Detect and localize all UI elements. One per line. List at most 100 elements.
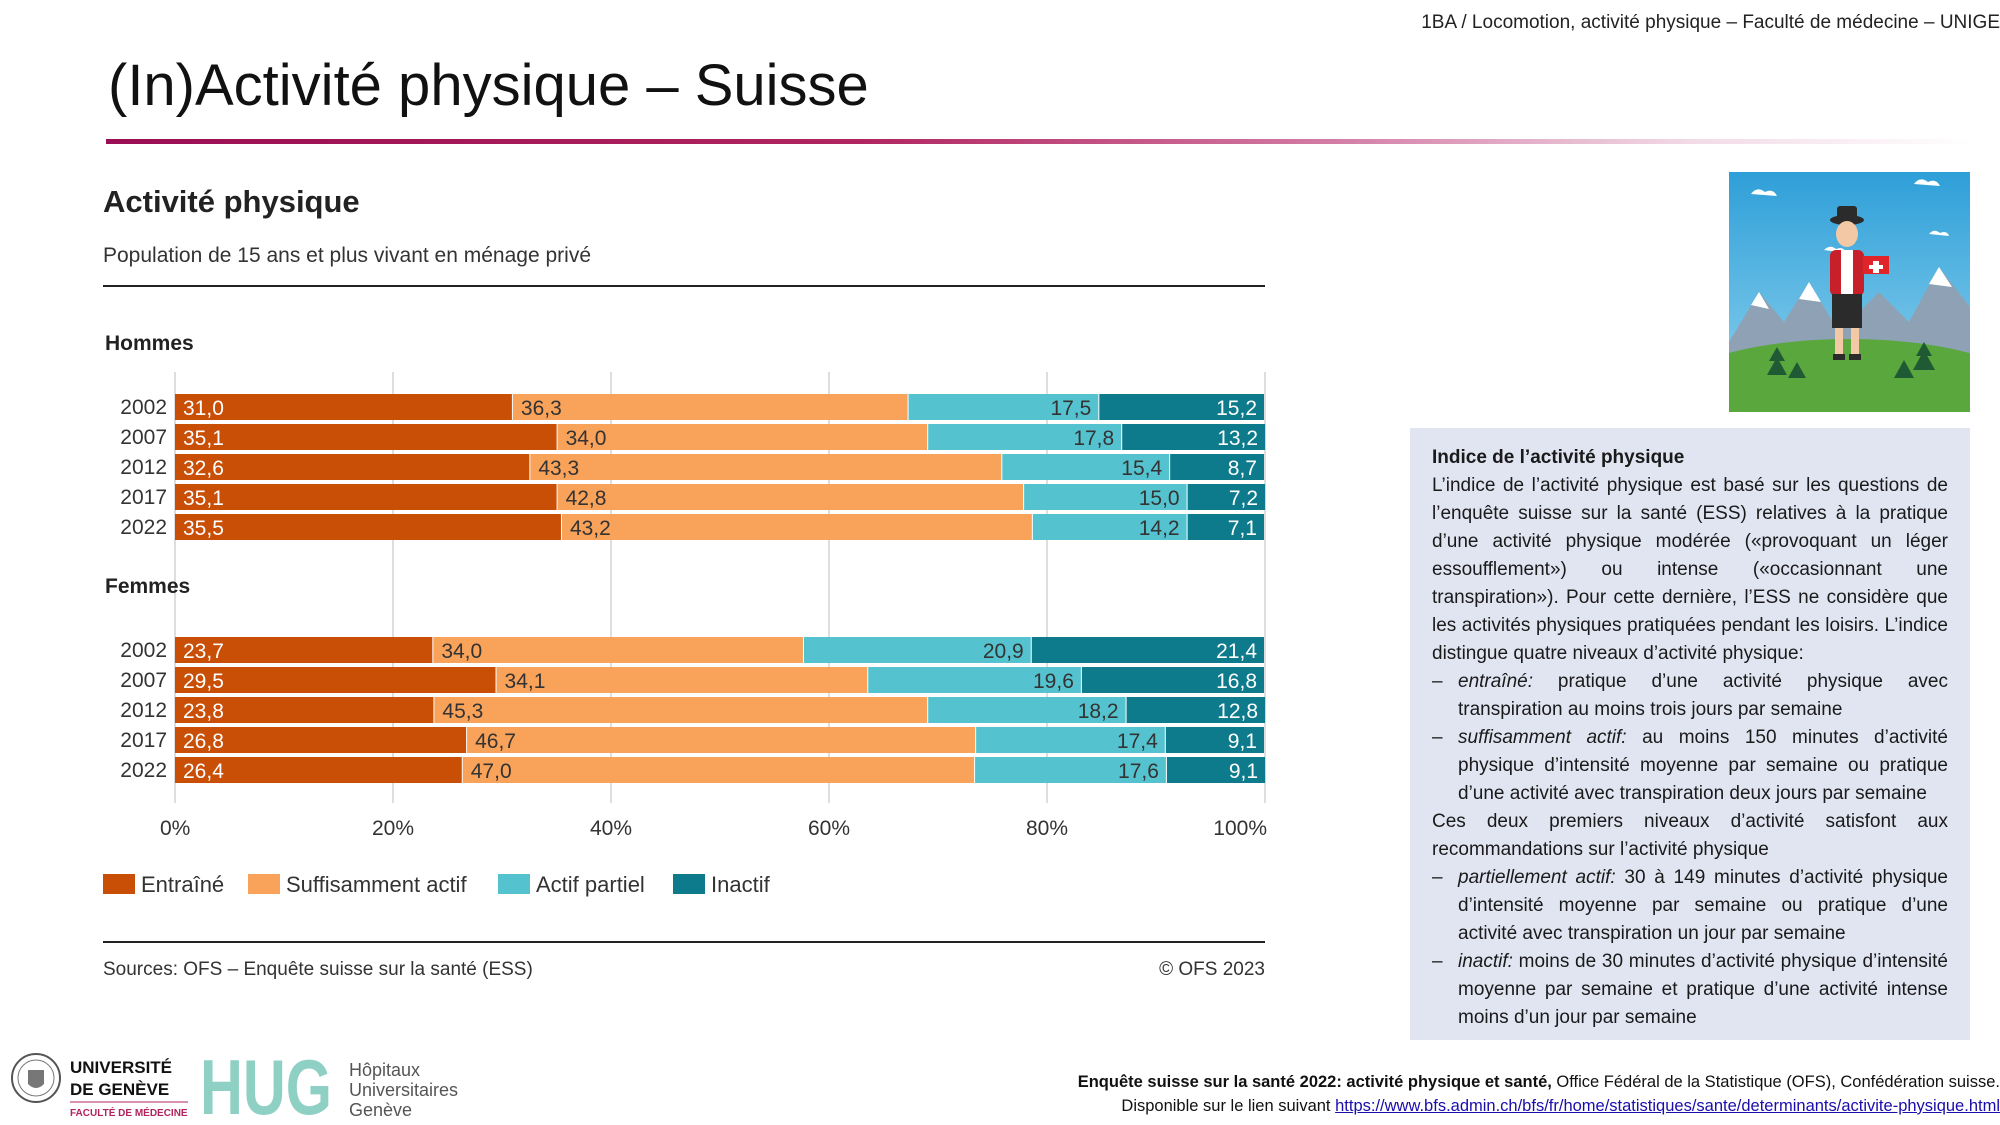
dash: – bbox=[1432, 951, 1443, 972]
info-box-middle: Ces deux premiers niveaux d’activité sat… bbox=[1432, 811, 1948, 860]
svg-text:HUG: HUG bbox=[200, 1054, 332, 1120]
svg-text:UNIVERSITÉ: UNIVERSITÉ bbox=[70, 1058, 172, 1077]
bar-segment bbox=[868, 667, 1081, 693]
bar-segment bbox=[175, 637, 433, 663]
bar-value-label: 26,4 bbox=[183, 760, 224, 783]
course-label: 1BA / Locomotion, activité physique – Fa… bbox=[1421, 12, 2000, 33]
year-label: 2012 bbox=[120, 699, 167, 722]
bar-value-label: 20,9 bbox=[983, 640, 1024, 663]
bar-segment bbox=[1024, 484, 1187, 510]
bar-segment bbox=[175, 424, 557, 450]
bar-value-label: 15,2 bbox=[1216, 397, 1257, 420]
legend-label: Entraîné bbox=[141, 872, 224, 897]
reference-note: Enquête suisse sur la santé 2022: activi… bbox=[10, 1070, 2000, 1118]
bar-value-label: 35,1 bbox=[183, 427, 224, 450]
legend-label: Actif partiel bbox=[536, 872, 645, 897]
bar-value-label: 13,2 bbox=[1217, 427, 1258, 450]
info-box: Indice de l’activité physique L’indice d… bbox=[1410, 428, 1970, 1040]
year-label: 2007 bbox=[120, 426, 167, 449]
bar-value-label: 36,3 bbox=[521, 397, 562, 420]
bar-value-label: 19,6 bbox=[1033, 670, 1074, 693]
bar-segment bbox=[908, 394, 1099, 420]
bar-value-label: 31,0 bbox=[183, 397, 224, 420]
bar-segment bbox=[530, 454, 1002, 480]
x-tick-label: 60% bbox=[808, 817, 850, 840]
bar-segment bbox=[1122, 424, 1266, 450]
legend-swatch bbox=[673, 874, 705, 894]
dash: – bbox=[1432, 671, 1443, 692]
bar-value-label: 15,0 bbox=[1139, 487, 1180, 510]
bar-segment bbox=[462, 757, 975, 783]
info-item-term: partiellement actif: bbox=[1458, 867, 1616, 888]
chart-subtitle: Population de 15 ans et plus vivant en m… bbox=[103, 244, 591, 267]
bar-segment bbox=[175, 394, 512, 420]
bar-segment bbox=[1032, 514, 1187, 540]
bar-segment bbox=[1187, 484, 1266, 510]
svg-text:FACULTÉ DE MÉDECINE: FACULTÉ DE MÉDECINE bbox=[70, 1106, 188, 1119]
year-label: 2012 bbox=[120, 456, 167, 479]
swiss-man-illustration bbox=[1729, 172, 1970, 412]
bar-segment bbox=[1166, 757, 1266, 783]
bar-value-label: 35,1 bbox=[183, 487, 224, 510]
slide-title: (In)Activité physique – Suisse bbox=[108, 53, 869, 118]
year-label: 2022 bbox=[120, 516, 167, 539]
bar-value-label: 9,1 bbox=[1228, 730, 1257, 753]
info-item-text: au moins 150 minutes d’activité physique… bbox=[1458, 727, 1948, 804]
legend-swatch bbox=[498, 874, 530, 894]
bar-segment bbox=[976, 727, 1165, 753]
bar-segment bbox=[175, 727, 467, 753]
bar-value-label: 42,8 bbox=[566, 487, 607, 510]
bar-value-label: 43,2 bbox=[570, 517, 611, 540]
bar-value-label: 16,8 bbox=[1216, 670, 1257, 693]
bar-value-label: 8,7 bbox=[1228, 457, 1257, 480]
bar-segment bbox=[1031, 637, 1264, 663]
bar-value-label: 17,8 bbox=[1073, 427, 1114, 450]
svg-text:Universitaires: Universitaires bbox=[349, 1080, 458, 1100]
title-divider bbox=[106, 139, 1976, 144]
info-item-partiellement-actif: – partiellement actif: 30 à 149 minutes d… bbox=[1432, 864, 1948, 948]
chart-title: Activité physique bbox=[103, 184, 360, 219]
chart-source: Sources: OFS – Enquête suisse sur la san… bbox=[103, 959, 533, 980]
bar-segment bbox=[557, 424, 928, 450]
dash: – bbox=[1432, 727, 1443, 748]
bar-segment bbox=[175, 514, 561, 540]
year-label: 2007 bbox=[120, 669, 167, 692]
bar-value-label: 34,1 bbox=[505, 670, 546, 693]
bar-segment bbox=[434, 697, 928, 723]
bar-segment bbox=[975, 757, 1166, 783]
bar-value-label: 7,1 bbox=[1228, 517, 1257, 540]
hug-logo: HUG Hôpitaux Universitaires Genève bbox=[200, 1054, 458, 1120]
reference-link[interactable]: https://www.bfs.admin.ch/bfs/fr/home/sta… bbox=[1335, 1097, 2000, 1115]
bar-segment bbox=[175, 697, 434, 723]
reference-prefix: Disponible sur le lien suivant bbox=[1121, 1097, 1336, 1115]
svg-text:DE GENÈVE: DE GENÈVE bbox=[70, 1080, 169, 1099]
activity-chart: Activité physique Population de 15 ans e… bbox=[103, 184, 1267, 980]
group-label: Femmes bbox=[105, 575, 190, 598]
info-item-entraine: – entraîné: pratique d’une activité physi… bbox=[1432, 668, 1948, 724]
x-tick-label: 0% bbox=[160, 817, 190, 840]
bar-segment bbox=[433, 637, 803, 663]
bar-segment bbox=[1165, 727, 1264, 753]
reference-title: Enquête suisse sur la santé 2022: activi… bbox=[1077, 1073, 1552, 1091]
bar-value-label: 45,3 bbox=[442, 700, 483, 723]
bar-segment bbox=[561, 514, 1032, 540]
bar-segment bbox=[1187, 514, 1264, 540]
bar-value-label: 17,6 bbox=[1118, 760, 1159, 783]
info-box-intro: L’indice de l’activité physique est basé… bbox=[1432, 475, 1948, 664]
info-box-title: Indice de l’activité physique bbox=[1432, 447, 1685, 468]
bar-segment bbox=[928, 424, 1122, 450]
year-label: 2022 bbox=[120, 759, 167, 782]
bar-segment bbox=[512, 394, 908, 420]
info-item-inactif: – inactif: moins de 30 minutes d’activité… bbox=[1432, 948, 1948, 1032]
year-label: 2002 bbox=[120, 396, 167, 419]
bar-segment bbox=[1099, 394, 1264, 420]
info-item-text: pratique d’une activité physique avec tr… bbox=[1458, 671, 1948, 720]
info-item-term: entraîné: bbox=[1458, 671, 1533, 692]
bar-segment bbox=[175, 454, 530, 480]
legend-label: Inactif bbox=[711, 872, 771, 897]
x-tick-label: 80% bbox=[1026, 817, 1068, 840]
group-label: Hommes bbox=[105, 332, 194, 355]
bar-value-label: 7,2 bbox=[1229, 487, 1258, 510]
bar-value-label: 29,5 bbox=[183, 670, 224, 693]
bar-value-label: 26,8 bbox=[183, 730, 224, 753]
